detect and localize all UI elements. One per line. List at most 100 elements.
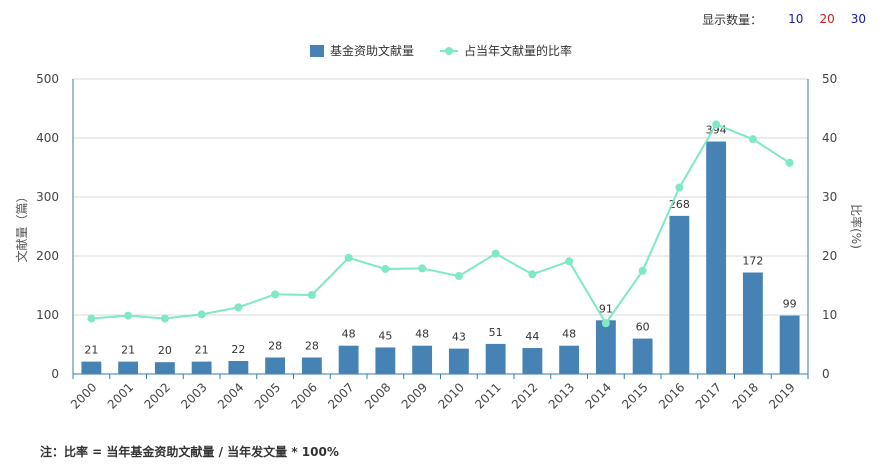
bar-value-label: 44	[525, 330, 539, 343]
ratio-point	[748, 135, 757, 144]
display-count-option-20[interactable]: 20	[819, 12, 835, 26]
ratio-point	[491, 249, 500, 258]
legend-bar-label: 基金资助文献量	[330, 43, 414, 58]
y-axis-title: 文献量（篇）	[14, 190, 29, 262]
x-tick-label: 2017	[693, 380, 724, 411]
x-tick-label: 2010	[435, 380, 466, 411]
bar	[485, 343, 506, 374]
bar-value-label: 28	[305, 339, 319, 352]
ratio-point	[271, 290, 280, 299]
legend-line-marker	[445, 47, 453, 55]
x-tick-label: 2007	[325, 380, 356, 411]
bar-value-label: 21	[195, 344, 209, 357]
bar-value-label: 51	[489, 326, 503, 339]
bar	[412, 345, 433, 374]
ratio-point	[307, 290, 316, 299]
bar-value-label: 60	[636, 321, 650, 334]
x-tick-label: 2015	[619, 380, 650, 411]
bar	[779, 315, 800, 374]
x-tick-label: 2008	[362, 380, 393, 411]
bar	[632, 338, 653, 374]
x-tick-label: 2005	[252, 380, 283, 411]
x-tick-label: 2011	[472, 380, 503, 411]
bar	[375, 347, 396, 374]
bar	[522, 348, 543, 374]
x-tick-label: 2000	[68, 380, 99, 411]
ratio-point	[528, 270, 537, 279]
display-count-label: 显示数量：	[702, 12, 763, 27]
bar	[338, 345, 359, 374]
y2-axis-title: 比率(%)	[849, 204, 864, 249]
legend-line-label: 占当年文献量的比率	[464, 43, 572, 58]
bar	[191, 361, 212, 374]
x-tick-label: 2003	[178, 380, 209, 411]
bar-value-label: 48	[415, 328, 429, 341]
display-count-bar: 显示数量： 10 20 30	[702, 10, 866, 28]
bar-value-label: 45	[378, 329, 392, 342]
y2-tick-label: 0	[822, 367, 830, 381]
ratio-point	[565, 257, 574, 266]
y2-tick-label: 50	[822, 72, 837, 86]
bar	[669, 215, 690, 374]
y-tick-label: 100	[36, 308, 59, 322]
bar-value-label: 99	[783, 298, 797, 311]
x-tick-label: 2018	[729, 380, 760, 411]
ratio-point	[344, 253, 353, 262]
bar-value-label: 21	[84, 344, 98, 357]
ratio-point	[675, 183, 684, 192]
ratio-point	[601, 319, 610, 328]
ratio-point	[638, 266, 647, 275]
ratio-note: 注：比率 = 当年基金资助文献量 / 当年发文量 * 100%	[40, 445, 339, 459]
ratio-point	[87, 314, 96, 323]
y-tick-label: 300	[36, 190, 59, 204]
y2-tick-label: 20	[822, 249, 837, 263]
bar-value-label: 22	[231, 343, 245, 356]
x-tick-label: 2004	[215, 380, 246, 411]
bar-value-label: 21	[121, 344, 135, 357]
x-tick-label: 2013	[546, 380, 577, 411]
ratio-point	[785, 158, 794, 167]
x-tick-label: 2016	[656, 380, 687, 411]
bar-value-label: 48	[562, 328, 576, 341]
bar	[448, 348, 469, 374]
bar	[118, 361, 139, 374]
bar-value-label: 43	[452, 331, 466, 344]
ratio-point	[234, 303, 243, 312]
bar-value-label: 91	[599, 302, 613, 315]
bar	[559, 345, 580, 374]
bar	[154, 362, 175, 374]
x-tick-label: 2019	[766, 380, 797, 411]
ratio-point	[381, 264, 390, 273]
display-count-option-10[interactable]: 10	[788, 12, 804, 26]
ratio-point	[418, 264, 427, 273]
bar-value-label: 48	[342, 328, 356, 341]
y-tick-label: 0	[51, 367, 59, 381]
ratio-point	[197, 310, 206, 319]
x-tick-label: 2012	[509, 380, 540, 411]
y-tick-label: 200	[36, 249, 59, 263]
y-tick-label: 400	[36, 131, 59, 145]
bar	[301, 357, 322, 374]
bar	[595, 320, 616, 374]
ratio-point	[454, 272, 463, 281]
x-tick-label: 2001	[105, 380, 136, 411]
legend-bar-swatch	[310, 45, 324, 57]
bar	[81, 361, 102, 374]
y2-tick-label: 10	[822, 308, 837, 322]
ratio-point	[160, 314, 169, 323]
bar-value-label: 28	[268, 339, 282, 352]
bar	[265, 357, 286, 374]
bar-value-label: 172	[742, 255, 763, 268]
display-count-option-30[interactable]: 30	[850, 12, 866, 26]
x-tick-label: 2014	[582, 380, 613, 411]
x-tick-label: 2009	[399, 380, 430, 411]
bar	[228, 361, 249, 374]
y-tick-label: 500	[36, 72, 59, 86]
y2-tick-label: 30	[822, 190, 837, 204]
ratio-point	[124, 311, 133, 320]
bar-value-label: 20	[158, 344, 172, 357]
ratio-line	[91, 123, 791, 326]
ratio-point	[712, 120, 721, 129]
x-tick-label: 2002	[141, 380, 172, 411]
